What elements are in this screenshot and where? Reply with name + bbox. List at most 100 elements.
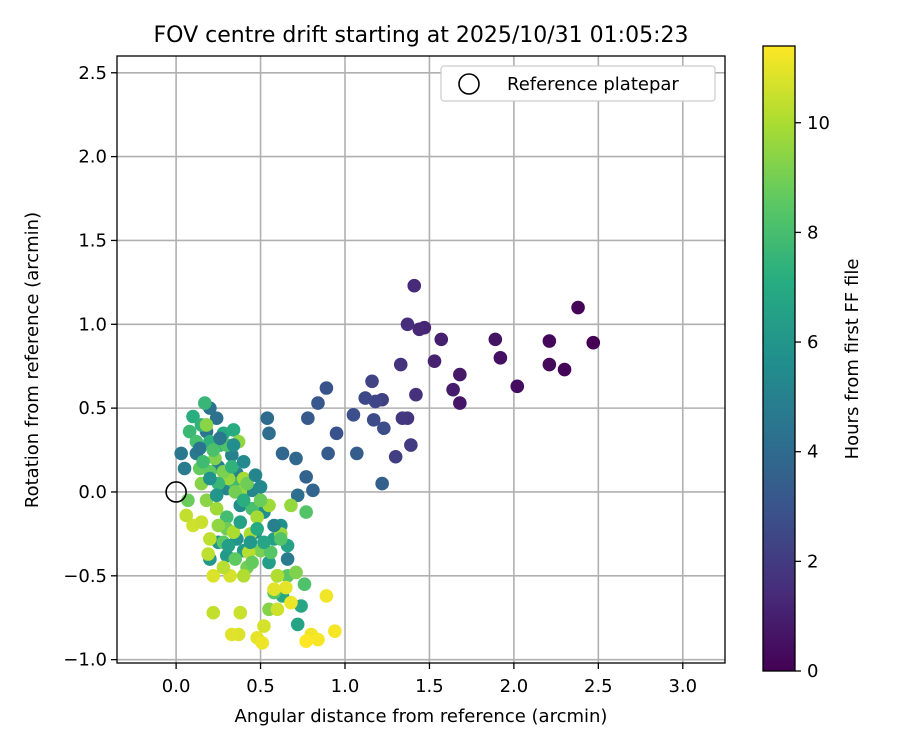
- y-tick-label: 2.5: [78, 63, 107, 84]
- data-point: [267, 518, 281, 533]
- data-point: [186, 409, 200, 424]
- data-point: [194, 515, 209, 529]
- data-point: [290, 488, 305, 503]
- data-point: [395, 411, 410, 425]
- data-point: [358, 391, 373, 405]
- colorbar-tick-label: 4: [807, 442, 818, 463]
- data-point: [270, 569, 285, 583]
- data-point: [225, 448, 239, 462]
- data-point: [233, 515, 248, 529]
- data-point: [209, 488, 224, 503]
- data-point: [257, 619, 271, 633]
- data-point: [213, 431, 227, 446]
- data-point: [209, 411, 224, 425]
- data-point: [299, 470, 313, 484]
- data-point: [221, 538, 236, 553]
- legend-label: Reference platepar: [507, 74, 679, 95]
- data-point: [236, 569, 251, 583]
- colorbar-tick-label: 8: [807, 222, 818, 243]
- data-point: [557, 362, 572, 377]
- data-point: [306, 483, 320, 498]
- data-point: [301, 411, 315, 425]
- plot-frame: [116, 55, 726, 664]
- x-tick-label: 1.5: [415, 676, 444, 697]
- data-point: [262, 555, 276, 570]
- data-point: [248, 468, 263, 482]
- data-point: [226, 438, 241, 452]
- data-point: [181, 493, 195, 508]
- data-point: [192, 441, 207, 456]
- legend: Reference platepar: [440, 65, 716, 102]
- data-point: [488, 332, 503, 347]
- data-point: [267, 582, 281, 597]
- data-point: [366, 413, 381, 427]
- data-point: [571, 300, 585, 315]
- data-point: [201, 547, 215, 561]
- data-point: [350, 446, 364, 461]
- data-point: [263, 545, 278, 560]
- y-axis-ticks: −1.0 −0.5 0.0 0.5 1.0 1.5 2.0 2.5: [63, 63, 117, 671]
- data-point: [216, 560, 231, 575]
- data-point: [198, 396, 212, 410]
- data-point: [250, 522, 264, 536]
- data-point: [233, 605, 248, 620]
- data-point: [236, 493, 251, 508]
- data-point: [404, 438, 418, 452]
- data-point: [319, 589, 334, 603]
- data-point: [228, 552, 243, 566]
- data-point: [250, 510, 264, 524]
- reference-platepar-marker: [165, 481, 187, 503]
- data-point: [257, 535, 271, 550]
- data-point: [279, 580, 293, 595]
- data-point: [203, 532, 217, 546]
- data-point: [400, 317, 415, 332]
- data-point: [206, 443, 221, 457]
- y-tick-label: 1.5: [78, 230, 107, 251]
- y-tick-label: −0.5: [63, 566, 107, 587]
- data-point: [311, 396, 325, 410]
- y-tick-label: 1.0: [78, 314, 107, 335]
- data-point: [245, 555, 259, 570]
- data-point: [299, 634, 313, 649]
- data-point: [365, 374, 379, 389]
- data-point: [346, 408, 361, 422]
- y-axis-label: Rotation from reference (arcmin): [22, 212, 43, 508]
- data-point: [211, 518, 226, 533]
- data-point: [226, 525, 241, 540]
- data-point: [311, 632, 325, 647]
- colorbar: 0 2 4 6 8 10 Hours from first FF file: [762, 45, 863, 682]
- x-tick-label: 3.0: [668, 676, 697, 697]
- data-point: [393, 357, 408, 372]
- data-point: [243, 535, 258, 550]
- data-point: [203, 471, 217, 486]
- data-point: [542, 334, 557, 348]
- data-point: [493, 351, 508, 365]
- data-point: [409, 387, 423, 402]
- data-point: [289, 451, 303, 466]
- data-point: [179, 508, 194, 523]
- data-point: [329, 426, 344, 441]
- data-point: [219, 510, 234, 524]
- data-point: [542, 357, 557, 372]
- data-points: [174, 278, 601, 650]
- data-point: [321, 446, 335, 461]
- y-tick-label: −1.0: [63, 650, 107, 671]
- data-point: [225, 460, 239, 474]
- data-point: [586, 335, 601, 350]
- data-point: [182, 424, 197, 439]
- data-point: [260, 411, 275, 425]
- x-axis-ticks: 0.0 0.5 1.0 1.5 2.0 2.5 3.0: [162, 663, 697, 697]
- data-point: [319, 381, 334, 395]
- x-tick-label: 1.0: [331, 676, 360, 697]
- data-point: [289, 565, 303, 580]
- data-point: [377, 421, 391, 436]
- x-axis-label: Angular distance from reference (arcmin): [235, 706, 608, 727]
- data-point: [206, 605, 221, 620]
- data-point: [253, 480, 268, 494]
- data-point: [225, 627, 239, 642]
- data-point: [388, 449, 403, 464]
- data-point: [412, 322, 427, 337]
- legend-box: [440, 65, 716, 102]
- data-point: [196, 454, 210, 469]
